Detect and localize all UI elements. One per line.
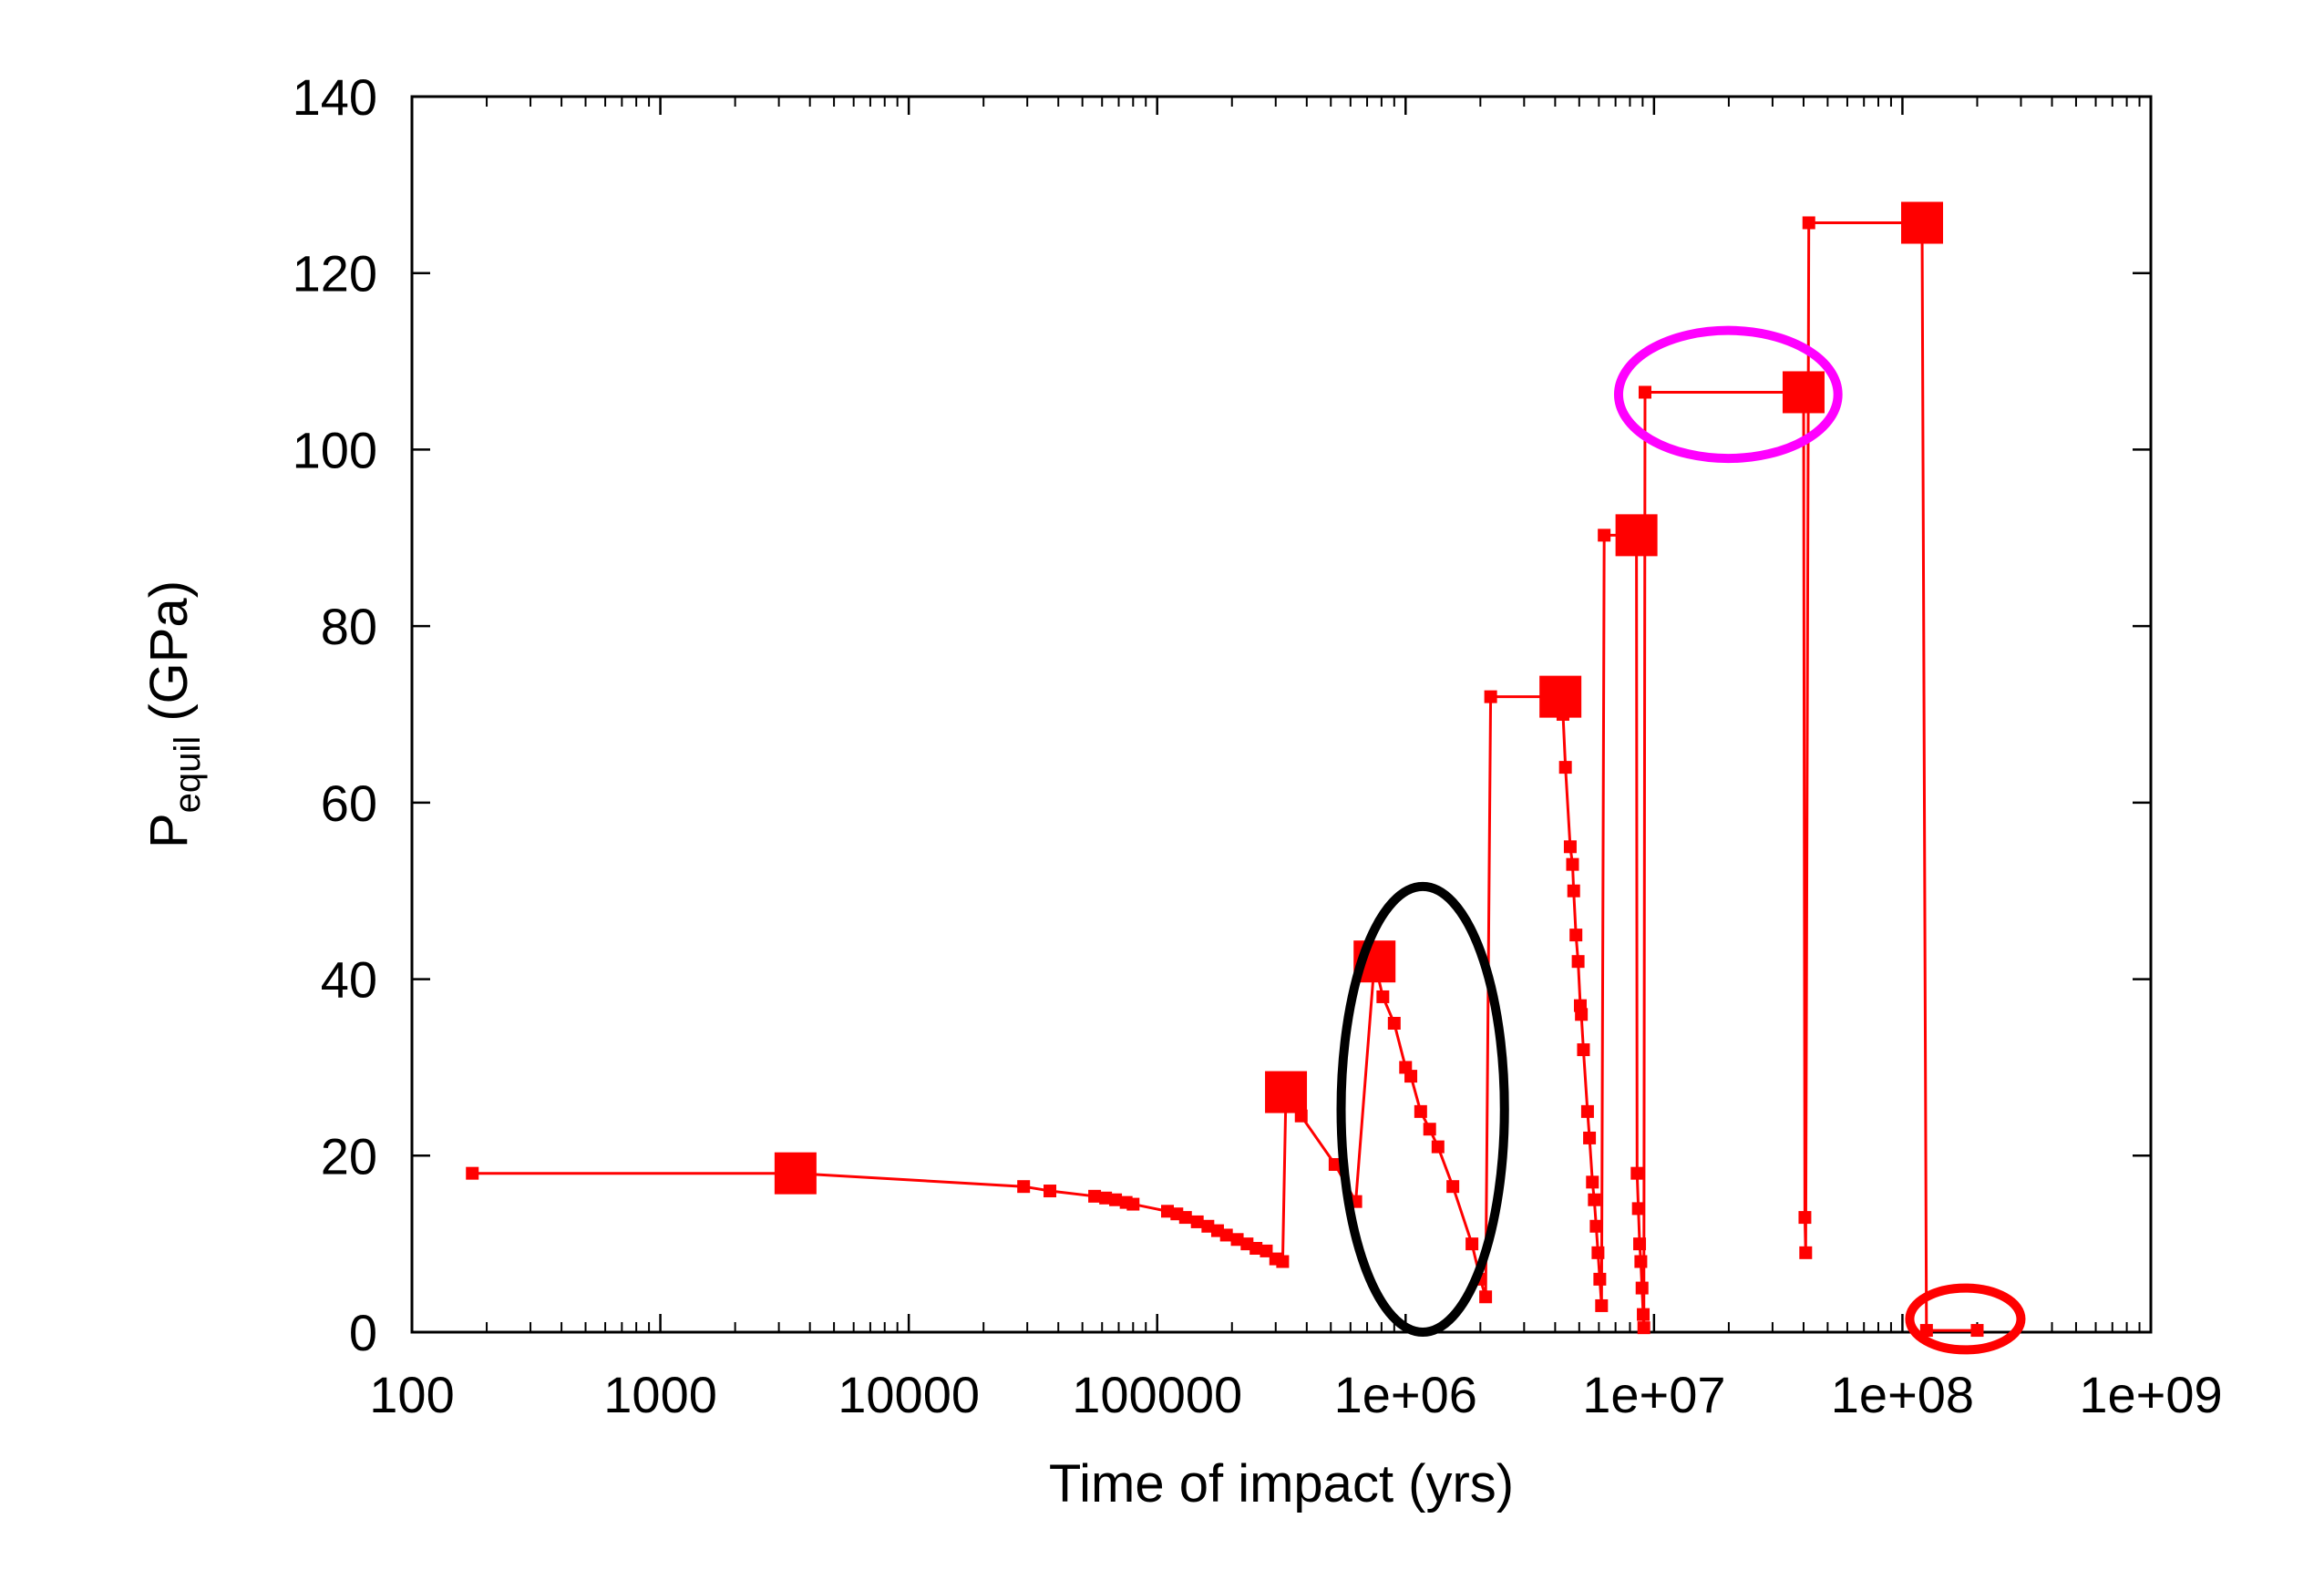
x-axis-title: Time of impact (yrs) bbox=[1049, 1454, 1514, 1513]
data-point bbox=[1387, 1017, 1401, 1030]
data-point bbox=[1126, 1197, 1140, 1211]
y-tick-label: 100 bbox=[293, 421, 377, 478]
data-point bbox=[1249, 1241, 1263, 1255]
key-marker bbox=[1901, 201, 1944, 244]
data-point bbox=[1631, 1202, 1645, 1216]
x-tick-label: 1e+06 bbox=[1334, 1366, 1477, 1423]
tick-labels: 100 1000 10000 100000 1e+06 1e+07 1e+08 1e+09 0 2… bbox=[293, 68, 2223, 1423]
key-marker bbox=[774, 1152, 817, 1195]
data-point bbox=[1563, 840, 1577, 854]
y-tick-label: 20 bbox=[321, 1127, 377, 1185]
data-point bbox=[1591, 1246, 1605, 1259]
annotation-ellipse bbox=[1905, 1283, 2026, 1355]
data-point bbox=[1201, 1219, 1215, 1233]
key-marker bbox=[1539, 675, 1582, 718]
data-point bbox=[1566, 857, 1579, 871]
data-point bbox=[1414, 1104, 1427, 1118]
data-point bbox=[1598, 528, 1611, 542]
x-tick-label: 1e+09 bbox=[2079, 1366, 2222, 1423]
y-tick-label: 120 bbox=[293, 245, 377, 303]
data-point bbox=[1276, 1255, 1290, 1268]
data-point bbox=[466, 1166, 479, 1180]
plot-frame bbox=[410, 95, 2153, 1334]
data-point bbox=[1178, 1211, 1192, 1225]
data-point bbox=[1919, 1324, 1933, 1338]
data-point bbox=[1595, 1298, 1609, 1312]
data-point bbox=[1465, 1237, 1479, 1251]
data-point bbox=[1799, 1246, 1813, 1259]
data-point bbox=[1423, 1123, 1436, 1136]
data-point bbox=[1630, 1166, 1644, 1180]
data-point bbox=[1634, 1255, 1648, 1268]
data-point bbox=[1567, 884, 1580, 898]
key-marker bbox=[1265, 1071, 1308, 1113]
data-point bbox=[1588, 1193, 1601, 1206]
annotation-ellipse bbox=[1336, 881, 1509, 1337]
x-tick-label: 10000 bbox=[838, 1366, 980, 1423]
data-point bbox=[1017, 1180, 1031, 1194]
data-point bbox=[1802, 216, 1815, 230]
data-point bbox=[1328, 1157, 1342, 1171]
data-point bbox=[1577, 1043, 1590, 1057]
data-point bbox=[1099, 1191, 1113, 1205]
data-point bbox=[1633, 1237, 1647, 1251]
data-point bbox=[1484, 690, 1497, 703]
data-point bbox=[1583, 1131, 1597, 1144]
annotation-ellipse bbox=[1613, 325, 1843, 464]
y-axis-title: Pequil (GPa) bbox=[139, 580, 208, 848]
data-point bbox=[1044, 1185, 1057, 1198]
data-point bbox=[1190, 1215, 1204, 1228]
x-tick-label: 1e+07 bbox=[1582, 1366, 1725, 1423]
data-point bbox=[1479, 1290, 1493, 1304]
data-point bbox=[1635, 1281, 1649, 1295]
data-point bbox=[1230, 1233, 1244, 1247]
axis-ticks bbox=[410, 95, 2153, 1334]
data-point bbox=[1637, 1321, 1650, 1335]
y-tick-label: 140 bbox=[293, 68, 377, 126]
key-marker bbox=[1782, 371, 1825, 414]
data-point bbox=[1376, 990, 1390, 1003]
data-series bbox=[466, 201, 1984, 1338]
data-point bbox=[1431, 1140, 1445, 1154]
data-point bbox=[1970, 1324, 1984, 1338]
data-point bbox=[1219, 1228, 1233, 1242]
y-tick-label: 80 bbox=[321, 598, 377, 655]
y-tick-label: 40 bbox=[321, 951, 377, 1009]
data-point bbox=[1571, 955, 1585, 969]
x-tick-label: 1000 bbox=[603, 1366, 717, 1423]
data-point bbox=[1446, 1180, 1460, 1194]
y-axis-title-unit: (GPa) bbox=[139, 580, 199, 736]
annotations bbox=[1336, 325, 2026, 1355]
data-point bbox=[1637, 1308, 1650, 1321]
data-point bbox=[1404, 1070, 1418, 1083]
y-tick-label: 60 bbox=[321, 775, 377, 832]
data-point bbox=[1569, 929, 1583, 942]
data-point bbox=[1638, 385, 1651, 399]
data-point bbox=[1593, 1272, 1607, 1286]
data-point bbox=[1558, 761, 1572, 775]
data-point bbox=[1798, 1211, 1812, 1225]
x-tick-label: 100000 bbox=[1072, 1366, 1242, 1423]
key-marker bbox=[1615, 514, 1658, 557]
data-point bbox=[1109, 1193, 1123, 1206]
data-point bbox=[1088, 1189, 1102, 1203]
data-point bbox=[1580, 1104, 1594, 1118]
x-tick-label: 1e+08 bbox=[1831, 1366, 1974, 1423]
y-axis-title-sub: equil bbox=[168, 736, 208, 814]
data-point bbox=[1586, 1175, 1599, 1189]
y-tick-label: 0 bbox=[349, 1304, 377, 1361]
x-tick-label: 100 bbox=[369, 1366, 454, 1423]
y-axis-title-main: P bbox=[139, 813, 199, 848]
data-point bbox=[1575, 1008, 1589, 1021]
data-point bbox=[1589, 1219, 1603, 1233]
series-line bbox=[472, 221, 1978, 1332]
